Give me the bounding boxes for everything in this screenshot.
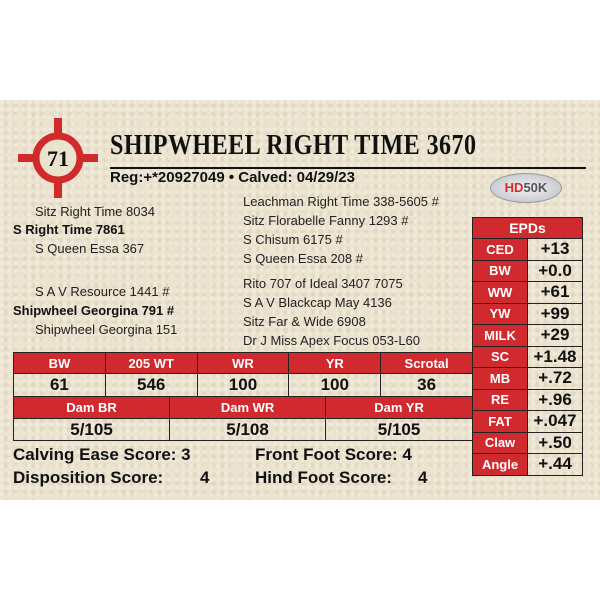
value-wr: 100 — [196, 373, 290, 397]
pedigree-ancestor: Sitz Far & Wide 6908 — [243, 314, 366, 329]
header-dam-wr: Dam WR — [169, 396, 327, 419]
epd-value: +.047 — [527, 410, 583, 433]
header-yr: YR — [288, 352, 382, 374]
calving-ease-score: Calving Ease Score: 3 — [13, 445, 191, 464]
lot-crosshair-logo: 71 — [18, 118, 98, 198]
epd-value: +1.48 — [527, 345, 583, 368]
epd-row: WW +61 — [472, 281, 583, 304]
epd-label: BW — [472, 259, 528, 282]
dam-dam: Shipwheel Georgina 151 — [35, 322, 178, 337]
epd-label: WW — [472, 281, 528, 304]
dam-sire: S A V Resource 1441 # — [35, 284, 170, 299]
value-dam-wr: 5/108 — [169, 418, 327, 441]
dam: Shipwheel Georgina 791 # — [13, 303, 175, 318]
hd50k-badge: HD50K — [490, 173, 562, 203]
pedigree-ancestor: S A V Blackcap May 4136 — [243, 295, 392, 310]
epd-row: MILK +29 — [472, 324, 583, 347]
epd-row: RE +.96 — [472, 388, 583, 411]
pedigree-ancestor: S Chisum 6175 # — [243, 232, 343, 247]
header-bw: BW — [13, 352, 106, 374]
header-dam-br: Dam BR — [12, 396, 171, 419]
epd-label: FAT — [472, 410, 528, 433]
epd-row: YW +99 — [472, 302, 583, 325]
epd-label: RE — [472, 388, 528, 411]
epd-value: +.72 — [527, 367, 583, 390]
epd-value: +.50 — [527, 431, 583, 454]
epd-table: EPDs CED +13 BW +0.0 WW +61 YW +99 MILK +29 S… — [472, 217, 583, 476]
pedigree-ancestor: Dr J Miss Apex Focus 053-L60 — [243, 333, 421, 348]
epd-row: SC +1.48 — [472, 345, 583, 368]
value-yr: 100 — [288, 373, 382, 397]
front-foot-score: Front Foot Score: 4 — [255, 445, 412, 464]
disposition-score-label: Disposition Score: — [13, 468, 164, 487]
epd-label: YW — [472, 302, 528, 325]
epd-label: Claw — [472, 431, 528, 454]
epd-label: SC — [472, 345, 528, 368]
value-bw: 61 — [13, 373, 106, 397]
epd-row: CED +13 — [472, 238, 583, 261]
title-divider — [110, 167, 586, 169]
hind-foot-score-value: 4 — [418, 468, 428, 487]
header-wr: WR — [196, 352, 290, 374]
lot-number: 71 — [47, 146, 69, 171]
value-205wt: 546 — [104, 373, 198, 397]
epd-value: +29 — [527, 324, 583, 347]
header-dam-yr: Dam YR — [325, 396, 473, 419]
disposition-score-value: 4 — [200, 468, 210, 487]
sire-sire: Sitz Right Time 8034 — [35, 204, 155, 219]
pedigree-ancestor: S Queen Essa 208 # — [243, 251, 363, 266]
epd-value: +61 — [527, 281, 583, 304]
pedigree-ancestor: Rito 707 of Ideal 3407 7075 — [243, 276, 403, 291]
epd-label: CED — [472, 238, 528, 261]
epd-value: +99 — [527, 302, 583, 325]
epd-value: +13 — [527, 238, 583, 261]
header-205wt: 205 WT — [104, 352, 198, 374]
pedigree-ancestor: Leachman Right Time 338-5605 # — [243, 194, 439, 209]
epd-label: MB — [472, 367, 528, 390]
value-scrotal: 36 — [380, 373, 473, 397]
epd-label: Angle — [472, 453, 528, 476]
epd-row: MB +.72 — [472, 367, 583, 390]
header-scrotal: Scrotal — [380, 352, 473, 374]
animal-name: SHIPWHEEL RIGHT TIME 3670 — [110, 130, 477, 161]
sale-lot-card: 71 SHIPWHEEL RIGHT TIME 3670 Reg:+*20927… — [0, 100, 600, 500]
epd-row: BW +0.0 — [472, 259, 583, 282]
epd-row: Angle +.44 — [472, 453, 583, 476]
hind-foot-score-label: Hind Foot Score: — [255, 468, 392, 487]
registration-line: Reg:+*20927049 • Calved: 04/29/23 — [110, 169, 355, 186]
value-dam-br: 5/105 — [12, 418, 171, 441]
value-dam-yr: 5/105 — [325, 418, 473, 441]
epd-row: Claw +.50 — [472, 431, 583, 454]
sire: S Right Time 7861 — [13, 222, 125, 237]
dam-table: Dam BR Dam WR Dam YR 5/105 5/108 5/105 — [12, 396, 473, 441]
sire-dam: S Queen Essa 367 — [35, 241, 145, 256]
epd-label: MILK — [472, 324, 528, 347]
epd-value: +.96 — [527, 388, 583, 411]
epd-value: +.44 — [527, 453, 583, 476]
epd-value: +0.0 — [527, 259, 583, 282]
pedigree-ancestor: Sitz Florabelle Fanny 1293 # — [243, 213, 409, 228]
epd-row: FAT +.047 — [472, 410, 583, 433]
epd-header: EPDs — [472, 217, 583, 239]
performance-table: BW 205 WT WR YR Scrotal 61 546 100 100 3… — [13, 352, 473, 397]
